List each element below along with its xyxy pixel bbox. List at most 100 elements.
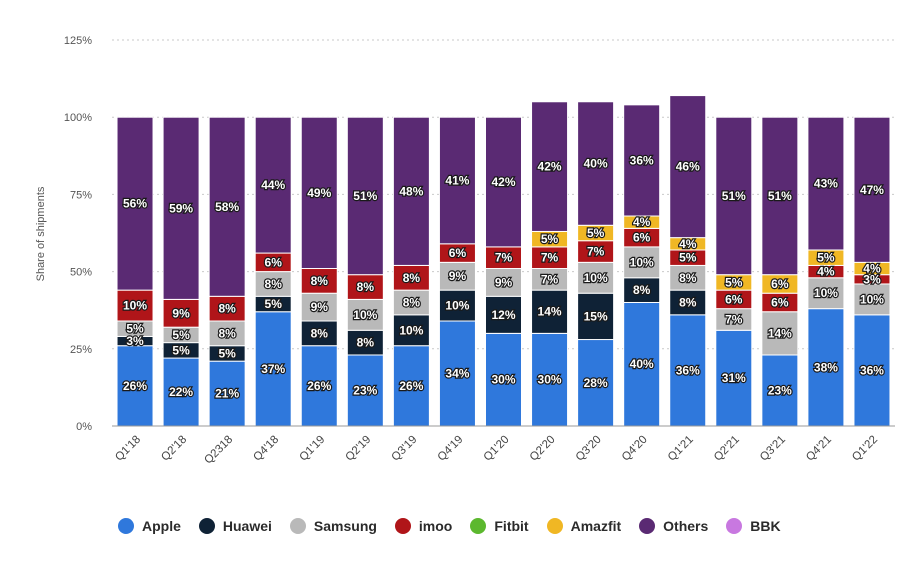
bar-segment-samsung[interactable] [623, 246, 661, 279]
x-tick-label: Q1'21 [666, 434, 696, 464]
bar-segment-samsung[interactable] [208, 320, 246, 347]
bar-segment-samsung[interactable] [577, 261, 615, 294]
legend-swatch-fitbit [470, 518, 487, 534]
bar-segment-samsung[interactable] [254, 271, 292, 297]
legend-label-bbk: BBK [750, 518, 781, 534]
legend-item-bbk[interactable]: BBK [726, 518, 781, 534]
bar-segment-apple[interactable] [577, 339, 615, 427]
bar-segment-others[interactable] [254, 116, 292, 254]
data-label-amazfit: 4% [679, 237, 697, 251]
bar-segment-others[interactable] [162, 116, 200, 300]
bar-segment-others[interactable] [116, 116, 154, 291]
bar-segment-apple[interactable] [807, 308, 845, 427]
data-label-apple: 22% [169, 385, 193, 399]
legend-item-imoo[interactable]: imoo [394, 518, 452, 534]
bar-segment-apple[interactable] [392, 345, 430, 427]
data-label-huawei: 8% [357, 336, 375, 350]
bar-segment-others[interactable] [300, 116, 338, 270]
x-tick-label: Q2'21 [712, 434, 742, 464]
data-label-apple: 30% [491, 373, 515, 387]
bar-segment-huawei[interactable] [346, 329, 384, 356]
bar-segment-apple[interactable] [116, 345, 154, 427]
data-label-others: 58% [215, 200, 239, 214]
bar-segment-huawei[interactable] [531, 289, 569, 334]
bar-segment-samsung[interactable] [485, 268, 522, 297]
legend-item-huawei[interactable]: Huawei [198, 518, 272, 534]
bar-segment-imoo[interactable] [392, 264, 430, 291]
bar-segment-huawei[interactable] [577, 292, 615, 341]
legend-swatch-imoo [394, 518, 411, 534]
bar-segment-imoo[interactable] [162, 298, 200, 328]
bar-segment-huawei[interactable] [669, 289, 707, 316]
y-tick-label: 125% [64, 35, 92, 47]
data-label-apple: 26% [123, 379, 147, 393]
x-tick-label: Q4'20 [620, 434, 650, 464]
bar-segment-samsung[interactable] [761, 311, 799, 356]
data-label-imoo: 7% [587, 245, 605, 259]
legend-item-apple[interactable]: Apple [118, 518, 181, 534]
data-label-others: 43% [814, 177, 838, 191]
data-label-huawei: 15% [584, 309, 608, 323]
data-label-imoo: 7% [541, 251, 559, 265]
data-label-imoo: 4% [817, 265, 835, 279]
bar-segment-samsung[interactable] [853, 283, 891, 316]
bar-segment-imoo[interactable] [116, 289, 154, 322]
bar-segment-samsung[interactable] [807, 277, 845, 310]
data-label-huawei: 8% [679, 295, 697, 309]
bar-segment-others[interactable] [346, 116, 384, 276]
stacked-bar-chart: 26%3%5%10%56%22%5%5%9%59%21%5%8%8%58%37%… [35, 35, 895, 467]
bar-segment-others[interactable] [807, 116, 845, 251]
bar-segment-others[interactable] [669, 95, 707, 239]
data-label-samsung: 8% [679, 271, 697, 285]
bar-segment-others[interactable] [531, 101, 569, 232]
data-label-samsung: 10% [630, 255, 654, 269]
data-label-others: 51% [353, 189, 377, 203]
data-label-huawei: 5% [218, 346, 236, 360]
x-tick-label: Q2'20 [528, 434, 558, 464]
bar-segment-huawei[interactable] [392, 314, 430, 347]
legend-item-amazfit[interactable]: Amazfit [546, 518, 621, 534]
bar-segment-samsung[interactable] [392, 289, 430, 316]
bar-segment-samsung[interactable] [438, 261, 476, 291]
labels-layer: 26%3%5%10%56%22%5%5%9%59%21%5%8%8%58%37%… [122, 152, 886, 402]
bar-segment-others[interactable] [853, 116, 891, 263]
data-label-samsung: 10% [584, 271, 608, 285]
data-label-others: 56% [123, 197, 147, 211]
bar-segment-apple[interactable] [208, 360, 246, 427]
data-label-imoo: 6% [265, 255, 283, 269]
legend-item-fitbit[interactable]: Fitbit [470, 518, 529, 534]
bar-segment-imoo[interactable] [346, 274, 384, 300]
bar-segment-apple[interactable] [853, 314, 891, 427]
data-label-imoo: 6% [771, 295, 789, 309]
bar-segment-others[interactable] [761, 116, 799, 276]
bar-segment-others[interactable] [208, 116, 246, 297]
bar-segment-apple[interactable] [346, 354, 384, 427]
bar-segment-apple[interactable] [531, 332, 569, 427]
data-label-apple: 37% [261, 362, 285, 376]
bar-segment-others[interactable] [577, 101, 615, 226]
legend-item-others[interactable]: Others [639, 518, 708, 534]
bar-segment-others[interactable] [438, 116, 476, 245]
y-tick-label: 0% [76, 421, 92, 433]
legend-swatch-others [639, 518, 656, 534]
data-label-samsung: 5% [172, 328, 190, 342]
bar-segment-huawei[interactable] [623, 277, 661, 303]
x-tick-label: Q4'21 [804, 434, 834, 464]
bar-segment-apple[interactable] [761, 354, 799, 427]
bar-segment-others[interactable] [623, 104, 661, 217]
data-label-samsung: 9% [449, 269, 467, 283]
x-tick-label: Q2'19 [344, 434, 374, 464]
legend-item-samsung[interactable]: Samsung [289, 518, 377, 534]
data-label-samsung: 8% [403, 295, 421, 309]
data-label-huawei: 14% [538, 305, 562, 319]
x-tick-label: Q1'19 [297, 434, 327, 464]
bar-segment-others[interactable] [392, 116, 430, 266]
bar-segment-samsung[interactable] [669, 264, 707, 291]
bar-segment-apple[interactable] [669, 314, 707, 427]
data-label-others: 46% [676, 160, 700, 174]
bar-segment-others[interactable] [485, 116, 522, 248]
bar-segment-others[interactable] [715, 116, 753, 276]
data-label-samsung: 7% [541, 272, 559, 286]
legend-swatch-huawei [198, 518, 215, 534]
data-label-imoo: 10% [123, 299, 147, 313]
